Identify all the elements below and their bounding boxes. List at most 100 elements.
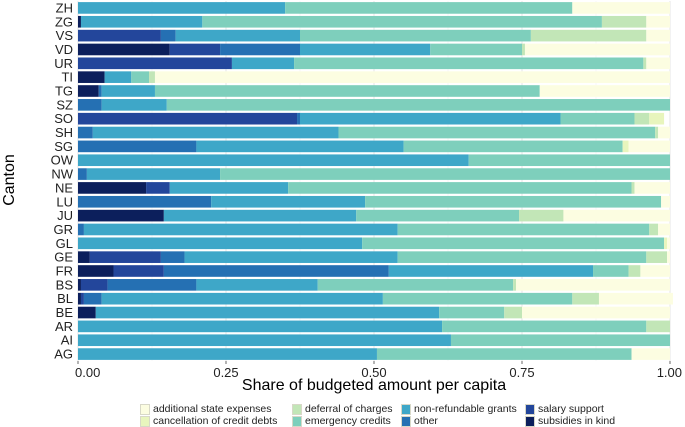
bar-segment [382,292,573,305]
y-tick-label: NW [51,167,73,182]
bar-segment [572,2,670,14]
bar-segment [101,292,383,305]
bar-segment [397,223,650,236]
y-tick-label: ZG [55,14,73,29]
bar-segment [634,112,650,125]
bar-segment [285,2,573,14]
bar-segment [649,112,665,125]
bar-segment [530,29,647,42]
bar-segment [560,112,635,125]
bar-segment [231,57,295,70]
legend-label: deferral of charges [305,403,393,415]
legend-item: other [401,415,521,427]
bar-segment [113,265,164,277]
bar-segment [80,279,108,291]
y-tick-label: GL [56,236,73,251]
bar-segment [83,292,102,305]
y-tick-label: BE [56,305,74,320]
bar-segment [169,182,289,194]
bar-segment [78,140,197,153]
x-tick-label: 0.00 [75,365,100,380]
bar-segment [98,85,102,97]
y-tick-labels: ZHZGVSVDURTITGSZSOSHSGOWNWNELUJUGRGLGEFR… [51,0,74,361]
legend-key [401,415,411,427]
y-tick-label: NE [55,180,73,195]
bar-segment [628,265,641,277]
bar-segment [388,265,594,277]
bar-segment [107,279,197,291]
bar-segment [149,71,155,83]
bar-segment [468,154,670,167]
y-tick-label: UR [54,56,73,71]
legend-key [525,403,535,415]
bar-segment [196,140,404,153]
bar-segment [78,2,286,14]
bar-segment [300,43,431,56]
bar-segment [628,140,670,153]
bar-segment [78,182,147,194]
bar-segment [664,237,668,250]
bar-segment [667,251,670,263]
legend-label: emergency credits [305,415,391,427]
legend-item: deferral of charges [292,403,397,415]
bar-segment [163,209,357,222]
y-tick-label: GR [54,222,74,237]
bar-segment [78,126,93,139]
bar-segment [169,43,221,56]
bar-segment [598,292,673,305]
bar-segment [288,182,632,194]
bar-segment [658,223,670,236]
legend-label: additional state expenses [153,403,272,415]
bar-segment [646,29,670,42]
y-tick-label: BS [56,277,74,292]
bar-segment [78,334,451,347]
bar-segment [78,71,105,83]
bar-segment [83,223,398,236]
bar-segment [78,292,81,305]
bar-segment [655,126,659,139]
x-tick-label: 0.50 [361,365,386,380]
bar-segment [160,251,185,263]
bar-segment [338,126,656,139]
bar-segment [104,71,132,83]
bar-segment [646,320,670,333]
bar-segment [631,182,635,194]
legend-label: subsidies in kind [538,415,616,427]
bar-segment [166,99,671,111]
bar-segment [572,292,599,305]
bar-segment [622,140,629,153]
y-tick-label: VS [56,28,74,43]
bar-segment [163,265,389,277]
bar-segment [78,223,84,236]
y-tick-label: AR [55,319,73,334]
bar-segment [78,85,99,97]
bar-segment [160,29,176,42]
bar-segment [202,15,602,28]
bar-segment [442,320,647,333]
bar-segment [78,237,363,250]
bar-segment [634,182,670,194]
y-axis-title: Canton [1,154,18,206]
bar-segment [563,209,670,222]
bar-segment [78,209,164,222]
legend-key [292,415,302,427]
bar-segment [101,99,167,111]
legend-key [292,403,302,415]
bar-segment [78,43,170,56]
x-tick-label: 0.25 [213,365,238,380]
y-tick-label: OW [51,153,74,168]
bar-segment [220,168,670,180]
bar-segment [430,43,522,56]
bar-segment [89,251,161,263]
bar-segment [522,43,525,56]
bar-segment [196,279,318,291]
x-tick-label: 0.75 [509,365,534,380]
legend-item: non-refundable grants [401,403,521,415]
y-tick-label: ZH [56,0,73,15]
bar-segment [184,251,398,263]
legend-key [525,415,535,427]
x-axis-title: Share of budgeted amount per capita [242,377,506,394]
bar-segment [649,223,659,236]
legend-label: salary support [538,403,604,415]
